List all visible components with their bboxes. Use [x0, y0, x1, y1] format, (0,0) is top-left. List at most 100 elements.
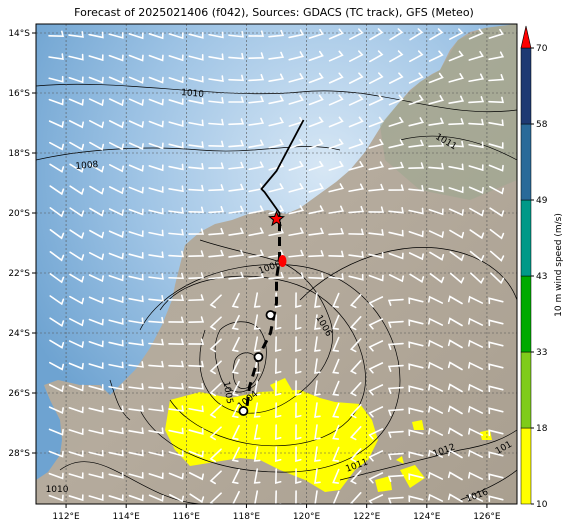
wind-vector [468, 339, 484, 348]
wind-vector [228, 271, 245, 280]
wind-vector [69, 185, 85, 196]
storm-track [238, 119, 305, 416]
wind-vector [49, 163, 65, 173]
wind-vector [268, 271, 285, 280]
wind-vector [268, 29, 285, 38]
wind-vector [188, 450, 204, 458]
wind-vector [148, 382, 164, 390]
wind-vector [128, 32, 144, 40]
wind-vector [188, 162, 204, 170]
wind-vector [128, 164, 144, 172]
wind-vector [88, 494, 104, 502]
wind-vector [148, 120, 164, 128]
wind-vector [168, 272, 185, 280]
wind-vector [232, 490, 240, 504]
wind-vector [88, 449, 104, 457]
wind-vector [348, 72, 364, 84]
wind-vector [408, 207, 424, 215]
wind-vector [274, 380, 282, 397]
wind-vector [428, 339, 444, 348]
wind-vector [368, 206, 385, 213]
lat-tick-label: 28°S [8, 449, 30, 459]
wind-vector [48, 472, 64, 480]
wind-vector [88, 384, 104, 391]
colorbar-label: 10 m wind speed (m/s) [554, 213, 564, 317]
wind-vector [387, 408, 404, 416]
wind-vector [388, 116, 404, 127]
wind-vector [168, 120, 184, 127]
wind-vector [408, 162, 425, 169]
wind-vector [295, 424, 302, 441]
wind-vector [388, 229, 404, 237]
wind-vector [68, 31, 84, 38]
wind-vector [488, 319, 504, 327]
wind-vector [128, 98, 144, 106]
wind-vector [308, 160, 324, 171]
wind-vector [328, 72, 344, 84]
wind-vector [468, 361, 484, 370]
wind-vector [469, 207, 485, 217]
wind-vector [188, 405, 204, 413]
wind-vector [253, 380, 261, 396]
wind-vector [168, 382, 184, 390]
wind-vector [368, 72, 384, 84]
wind-vector [148, 142, 164, 150]
wind-vector [231, 336, 240, 353]
wind-vector [108, 54, 124, 62]
wind-vector [48, 75, 64, 83]
wind-vector [408, 184, 424, 192]
wind-vector [231, 380, 240, 397]
wind-vector [368, 116, 384, 128]
wind-vector [268, 139, 284, 149]
forecast-position-marker [265, 310, 276, 320]
wind-vector [208, 53, 224, 61]
wind-vector [388, 161, 405, 170]
wind-vector [349, 470, 362, 485]
wind-vector [408, 117, 425, 127]
colorbar-tick-label: 43 [536, 272, 547, 282]
wind-vector [168, 98, 184, 106]
wind-vector [88, 119, 105, 129]
wind-vector [48, 384, 65, 393]
wind-vector [148, 32, 164, 40]
wind-vector [88, 340, 104, 348]
wind-vector [168, 316, 185, 323]
wind-vector [68, 53, 84, 61]
colorbar-segment [520, 199, 532, 277]
wind-vector [268, 51, 285, 60]
wind-vector [208, 162, 225, 169]
contour-label: 1005 [220, 381, 234, 405]
wind-vector [328, 228, 345, 236]
wind-vector [368, 161, 385, 171]
wind-vector [68, 76, 84, 84]
wind-vector [268, 95, 285, 105]
wind-vector [409, 28, 424, 41]
wind-vector [248, 74, 265, 82]
lat-tick-label: 24°S [8, 329, 30, 339]
lat-tick-label: 16°S [8, 89, 30, 99]
wind-vector [89, 185, 105, 195]
wind-vector [228, 139, 245, 148]
wind-vector [69, 207, 85, 218]
wind-vector [328, 116, 344, 128]
wind-vector [428, 185, 444, 193]
wind-vector [128, 472, 144, 479]
wind-vector [188, 53, 204, 61]
wind-vector [408, 385, 424, 393]
wind-vector [88, 296, 104, 304]
wind-vector [288, 249, 305, 258]
wind-vector [295, 336, 302, 353]
wind-vector [248, 95, 265, 104]
wind-vector [248, 161, 265, 171]
wind-vector [49, 317, 65, 328]
wind-vector [314, 336, 321, 352]
wind-vector [408, 363, 424, 371]
wind-vector [388, 94, 404, 106]
wind-vector [449, 229, 465, 239]
wind-vector [468, 427, 484, 436]
wind-vector [108, 449, 124, 457]
wind-vector [288, 205, 305, 215]
wind-vector [387, 474, 404, 482]
wind-vector [295, 446, 302, 463]
